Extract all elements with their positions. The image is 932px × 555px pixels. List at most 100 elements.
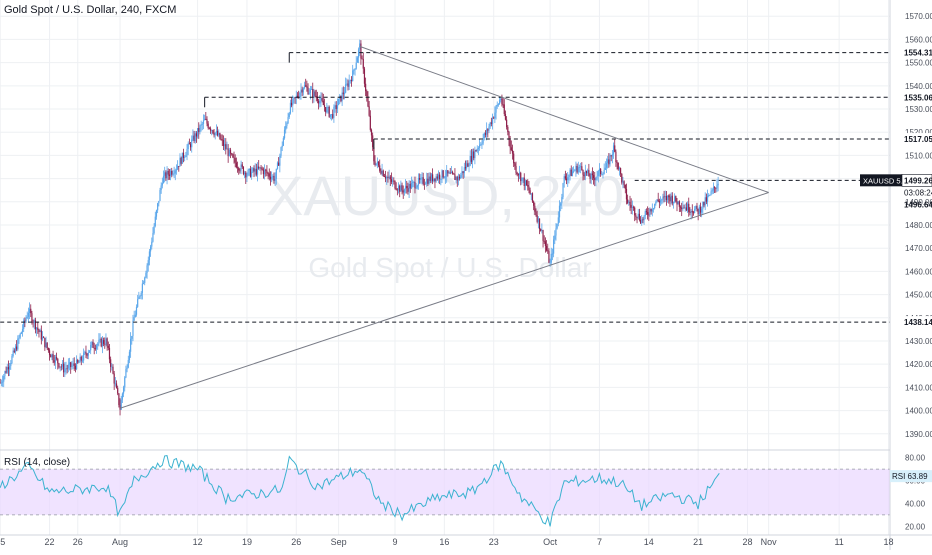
candle-body <box>34 320 37 330</box>
candle-body <box>446 170 448 177</box>
candle-body <box>447 170 449 174</box>
candle-body <box>233 157 235 159</box>
candle-body <box>197 128 199 137</box>
candle-body <box>610 155 612 157</box>
candle-body <box>538 218 541 230</box>
candle-body <box>577 167 579 173</box>
candle-body <box>453 173 455 175</box>
x-tick-label: 23 <box>489 537 499 547</box>
horizontal-levels[interactable] <box>0 52 890 323</box>
candle-body <box>99 338 101 340</box>
candle-body <box>510 147 512 151</box>
candle-body <box>213 133 215 136</box>
candle-body <box>528 186 530 191</box>
candle-body <box>288 113 290 118</box>
candle-body <box>169 171 172 176</box>
candle-body <box>422 177 424 184</box>
candle-body <box>194 133 196 142</box>
candle-body <box>578 167 581 168</box>
candle-body <box>711 190 713 192</box>
candle-body <box>7 367 10 370</box>
candle-body <box>134 314 136 318</box>
candle-body <box>410 183 413 189</box>
candle-body <box>173 173 175 175</box>
y-tick-label: 1490.00 <box>905 198 932 207</box>
candle-body <box>44 337 46 348</box>
candle-body <box>39 330 41 332</box>
candle-body <box>390 179 393 182</box>
y-tick-label: 1510.00 <box>905 151 932 160</box>
x-tick-label: 15 <box>0 537 5 547</box>
candle-body <box>240 164 242 171</box>
candle-body <box>555 228 557 236</box>
candle-body <box>154 216 156 226</box>
candle-body <box>654 203 656 209</box>
candle-body <box>484 133 487 135</box>
candle-body <box>554 235 556 240</box>
price-badges: 1554.31 1535.06 1517.05 1438.14 XAUUSD 5.86h… <box>634 46 932 483</box>
candle-body <box>620 168 622 174</box>
candle-body <box>535 211 537 216</box>
candle-body <box>268 173 270 177</box>
candle-body <box>475 150 477 152</box>
candle-body <box>417 177 420 186</box>
x-tick-label: 7 <box>597 537 602 547</box>
y-tick-label: 1470.00 <box>905 244 932 253</box>
candle-body <box>294 97 296 99</box>
candle-body <box>404 185 407 190</box>
candle-body <box>400 185 402 192</box>
candle-body <box>368 106 370 116</box>
y-tick-label: 1390.00 <box>905 430 932 439</box>
candle-body <box>235 162 237 168</box>
candle-body <box>47 347 49 351</box>
candle-body <box>497 103 499 105</box>
candle-body <box>202 120 205 124</box>
candle-body <box>201 123 203 125</box>
candle-body <box>141 283 143 293</box>
candle-body <box>365 83 367 92</box>
x-tick-label: Sep <box>331 537 347 547</box>
candle-body <box>318 100 320 104</box>
candle-body <box>231 153 233 155</box>
candle-body <box>165 172 167 179</box>
candle-body <box>469 155 471 166</box>
candle-body <box>302 88 304 93</box>
rsi-badge-bg <box>890 470 932 483</box>
candle-body <box>709 194 711 196</box>
candle-body <box>67 364 69 369</box>
rsi-band <box>0 468 890 516</box>
candle-body <box>258 166 260 169</box>
candle-body <box>448 172 450 174</box>
candle-body <box>461 171 463 175</box>
triangle-trendlines[interactable] <box>119 45 769 409</box>
candle-body <box>292 98 294 106</box>
candle-body <box>188 143 190 145</box>
candle-body <box>681 207 683 210</box>
candle-body <box>612 145 615 155</box>
candle-body <box>594 178 596 181</box>
candle-body <box>131 335 133 339</box>
candle-body <box>362 58 364 69</box>
candle-body <box>641 219 643 224</box>
candle-body <box>563 176 565 184</box>
candle-body <box>583 174 585 177</box>
candle-body <box>95 345 98 349</box>
candle-body <box>623 181 625 185</box>
candle-body <box>443 177 445 179</box>
candle-body <box>112 366 114 374</box>
candle-body <box>531 193 534 202</box>
candle-body <box>181 152 183 164</box>
candle-body <box>374 161 376 165</box>
candle-body <box>225 144 227 150</box>
candle-body <box>679 206 682 208</box>
y-tick-label: 1420.00 <box>905 360 932 369</box>
candle-body <box>522 177 524 179</box>
candle-body <box>440 178 442 180</box>
candle-body <box>299 93 301 98</box>
rsi-polyline <box>0 455 720 527</box>
candle-body <box>275 168 277 179</box>
candle-body <box>508 131 510 141</box>
candle-body <box>462 171 464 174</box>
candle-body <box>617 162 619 170</box>
